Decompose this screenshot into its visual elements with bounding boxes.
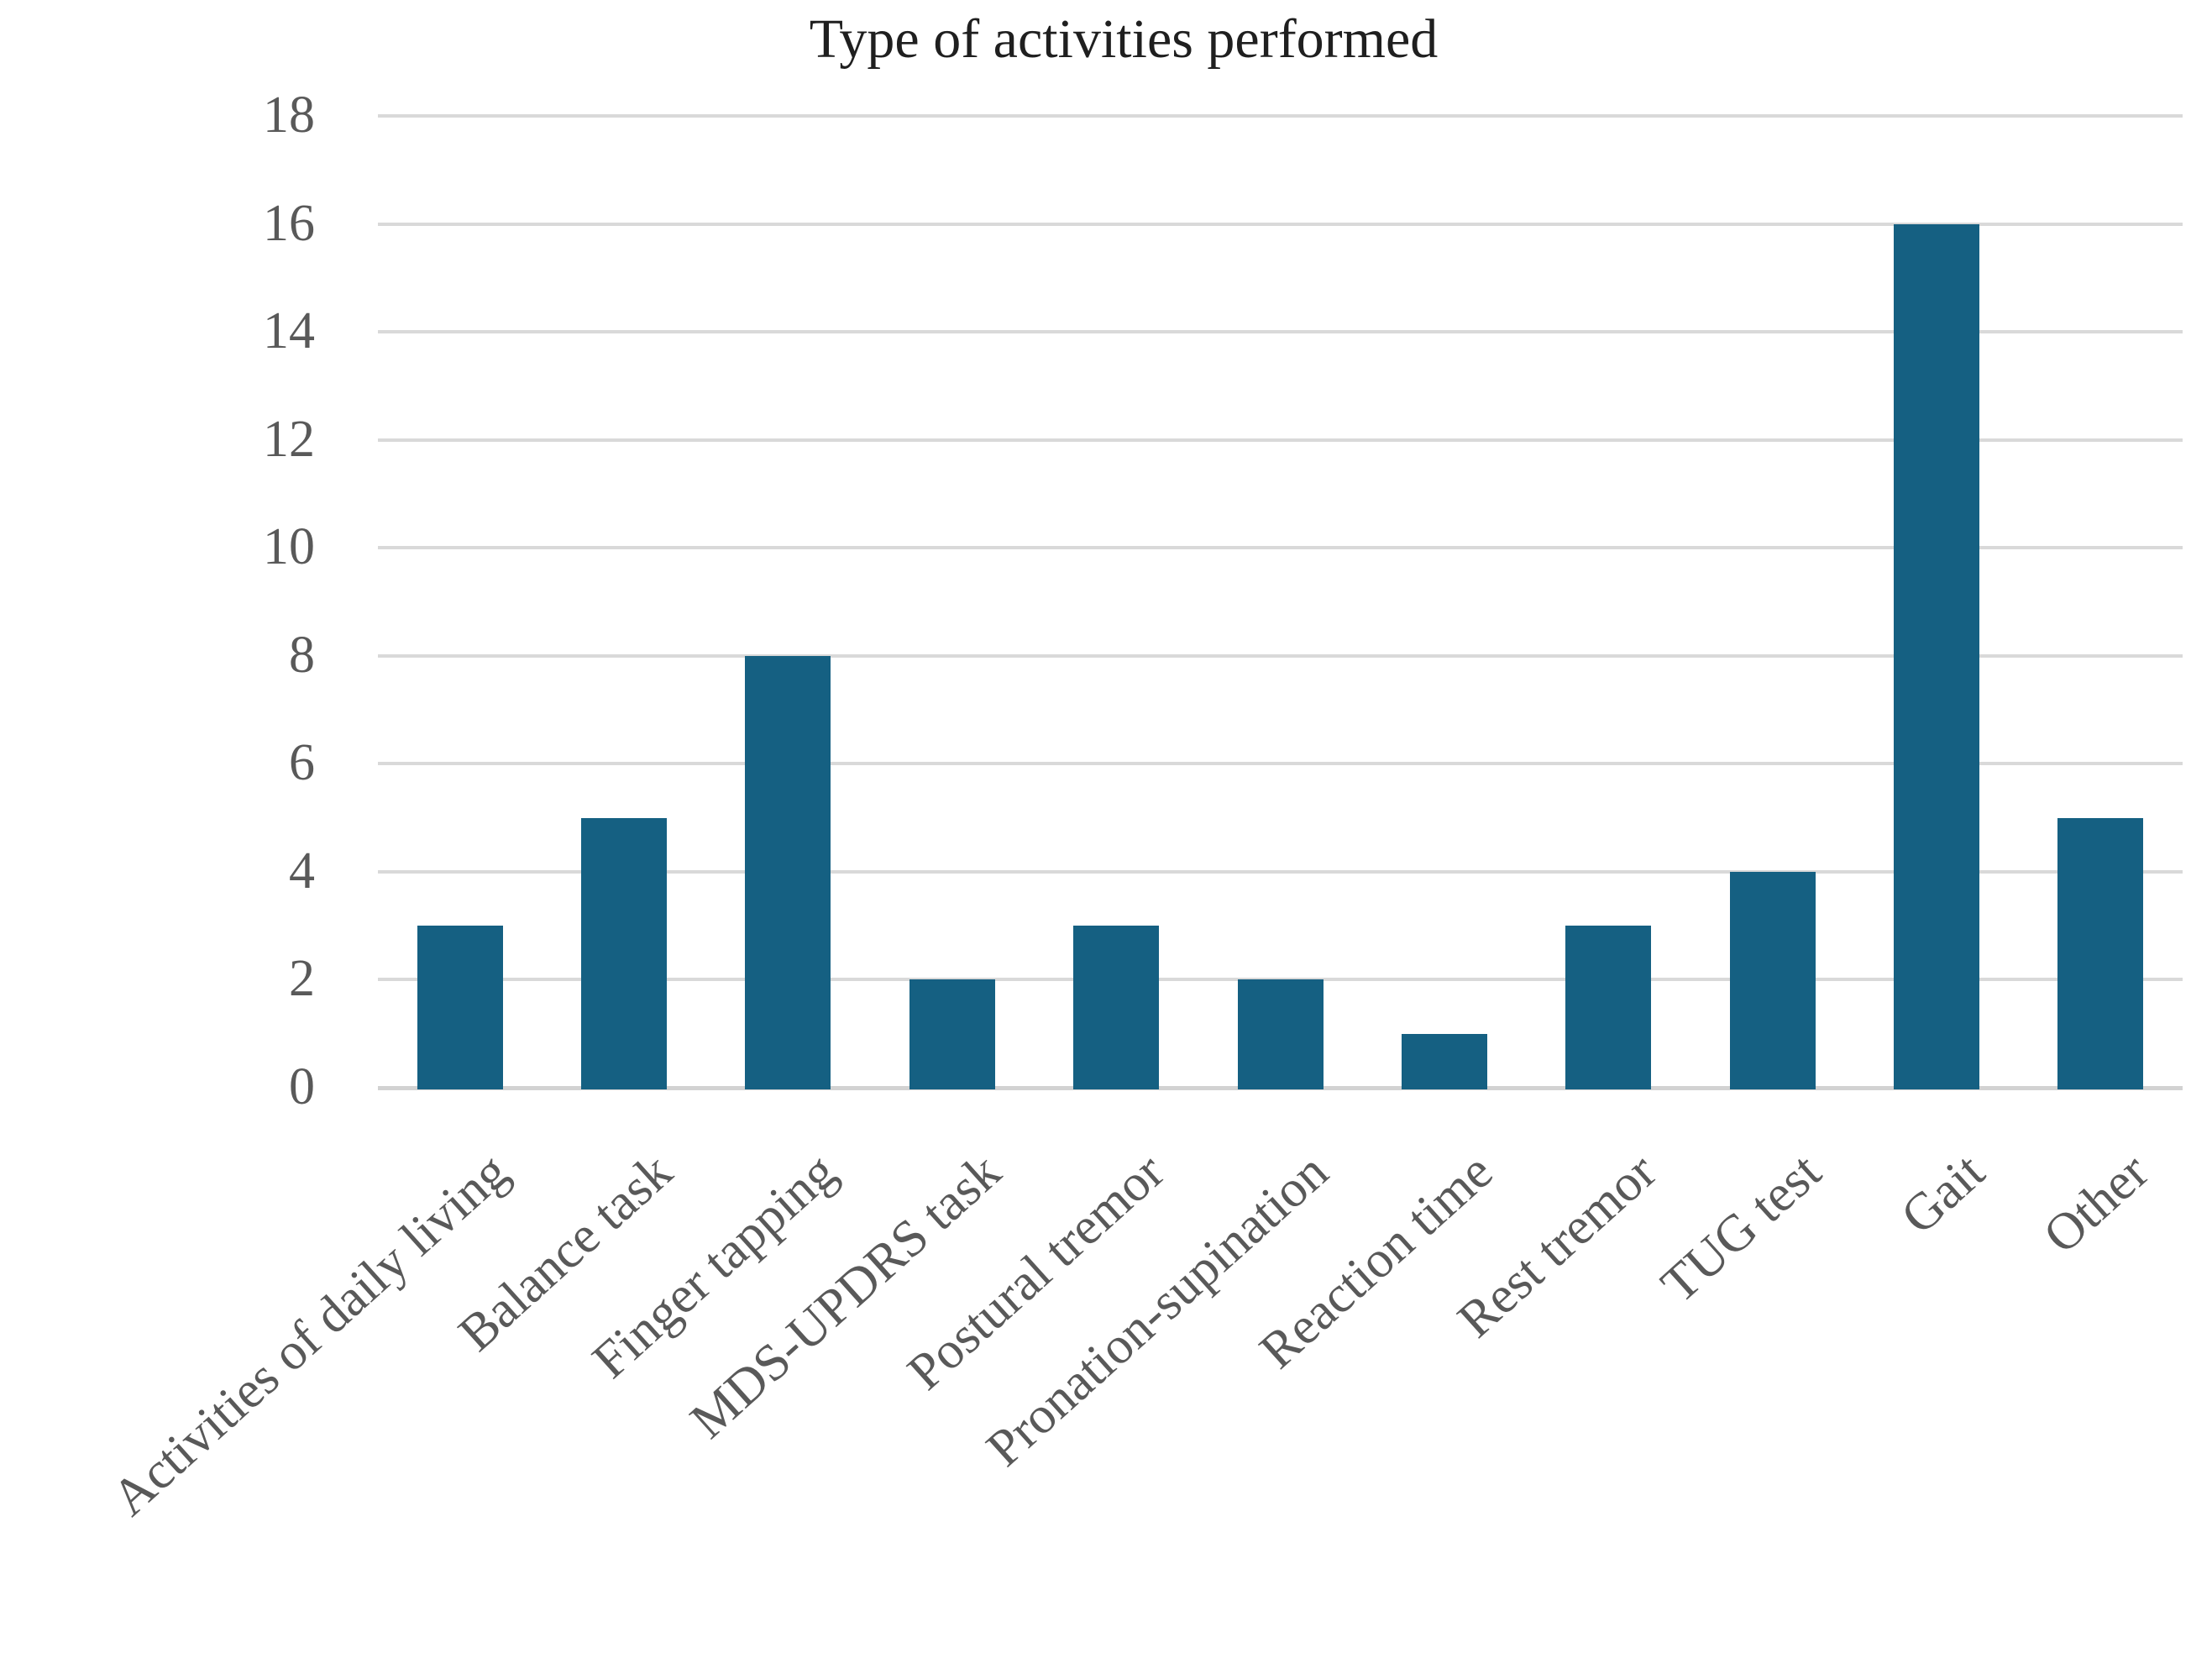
y-tick-label: 16 (263, 194, 315, 252)
bar-balance-task (581, 817, 668, 1089)
gridline (378, 869, 2183, 874)
bar-other (2057, 817, 2144, 1089)
x-tick-label: MDS-UPDRS task (679, 1142, 1011, 1450)
bar-pronation-supination (1237, 979, 1324, 1089)
gridline (378, 438, 2183, 442)
bar-tug-test (1729, 871, 1816, 1089)
bar-finger-tapping (745, 655, 831, 1089)
chart-title: Type of activities performed (809, 8, 1439, 70)
y-tick-label: 2 (289, 950, 315, 1008)
y-tick-label: 12 (263, 410, 315, 468)
gridline (378, 546, 2183, 550)
bar-rest-tremor (1565, 926, 1652, 1089)
x-tick-label: Other (2033, 1142, 2160, 1265)
y-tick-label: 6 (289, 734, 315, 792)
y-tick-label: 4 (289, 842, 315, 900)
x-tick-label: Gait (1890, 1142, 1996, 1246)
gridline (378, 978, 2183, 982)
y-tick-label: 18 (263, 86, 315, 144)
y-tick-label: 8 (289, 626, 315, 684)
gridline (378, 653, 2183, 658)
bar-reaction-time (1401, 1033, 1487, 1089)
gridline (378, 330, 2183, 334)
bar-mds-updrs-task (909, 979, 995, 1089)
x-tick-label: TUG test (1650, 1142, 1832, 1315)
gridline (378, 114, 2183, 118)
gridline (378, 762, 2183, 766)
y-tick-label: 14 (263, 302, 315, 359)
bar-gait (1893, 223, 1979, 1089)
bar-postural-tremor (1073, 926, 1160, 1089)
y-tick-label: 10 (263, 517, 315, 575)
x-tick-label: Activities of daily living (101, 1142, 519, 1527)
gridline (378, 222, 2183, 226)
y-tick-label: 0 (289, 1057, 315, 1115)
plot-area (378, 114, 2183, 1090)
bar-activities-of-daily-living (417, 926, 503, 1089)
